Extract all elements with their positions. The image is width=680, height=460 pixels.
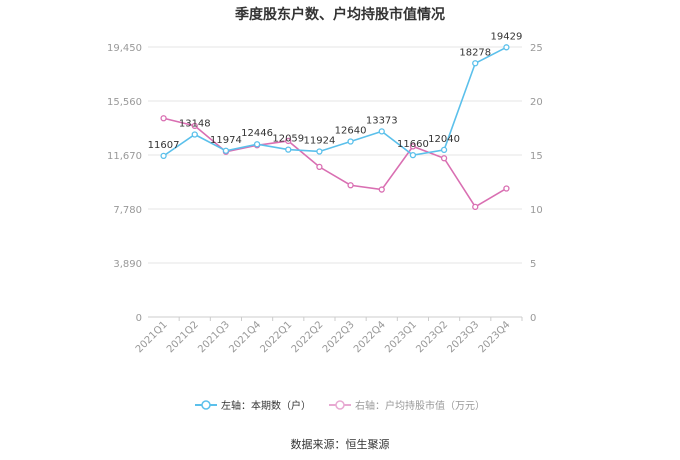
left-series-data-label: 12059 [272,134,304,145]
left-series-point [222,147,230,154]
left-axis-tick-label: 19,450 [107,43,142,54]
x-axis-tick-label: 2023Q2 [414,319,450,355]
right-series-point [347,182,354,189]
x-axis-tick-label: 2023Q3 [446,319,482,355]
legend-left-series-marker [195,399,217,410]
x-axis-tick-label: 2021Q3 [196,319,232,355]
left-axis-tick-label: 11,670 [107,151,142,162]
left-series-point [160,152,167,160]
left-series-point [472,60,479,67]
left-series-data-label: 12446 [241,128,273,139]
chart-title: 季度股东户数、户均持股市值情况 [235,7,445,23]
x-axis-tick-label: 2021Q2 [165,319,201,355]
right-series-point [378,186,385,193]
left-axis-tick-label: 0 [136,313,142,324]
left-series-point [503,44,510,51]
legend-right-series-marker [329,399,351,410]
left-series-line [163,46,507,157]
x-axis-tick-label: 2021Q1 [134,319,170,355]
left-series-point [285,146,292,153]
left-axis-tick-label: 3,890 [113,259,142,270]
x-axis-tick-label: 2022Q3 [321,319,357,355]
right-series-point [472,203,479,210]
legend-item-right-series[interactable]: 右轴：户均持股市值（万元） [329,397,485,412]
left-series-data-label: 19429 [491,31,523,42]
left-series-data-label: 11974 [210,135,242,146]
left-series-point [316,148,323,155]
left-series-point [253,141,261,148]
chart-legend: 左轴：本期数（户） 右轴：户均持股市值（万元） [0,397,680,412]
left-series-point [440,146,448,154]
left-axis-tick-label: 7,780 [113,205,142,216]
right-series-point [503,185,510,192]
left-series-data-label: 12040 [428,134,460,145]
right-axis-tick-label: 15 [530,151,543,162]
left-series-data-label: 11924 [304,135,336,146]
right-series-point [409,143,417,150]
left-series-data-label: 18278 [459,47,491,58]
left-series-point [191,131,198,138]
right-series-point [316,163,323,171]
legend-left-series-label: 左轴：本期数（户） [221,401,311,412]
left-series-data-label: 13148 [179,118,211,129]
x-axis-tick-label: 2022Q1 [259,319,295,355]
right-axis-tick-label: 10 [530,205,543,216]
left-series-point [378,128,385,135]
data-source-note: 数据来源：恒生聚源 [290,438,390,451]
x-axis-tick-label: 2023Q4 [477,319,513,355]
right-series-point [285,137,292,145]
right-axis-tick-label: 20 [530,97,543,108]
left-series-data-label: 11607 [148,140,180,151]
right-series-point [440,155,448,162]
legend-right-series-label: 右轴：户均持股市值（万元） [355,401,485,412]
left-series-data-label: 11660 [397,139,429,150]
x-axis-tick-label: 2023Q1 [383,319,419,355]
right-axis-tick-label: 0 [530,313,536,324]
left-series-data-label: 13373 [366,115,398,126]
right-axis-tick-label: 5 [530,259,536,270]
right-series-point [160,115,167,122]
left-series-point [409,151,417,159]
x-axis-tick-label: 2021Q4 [227,319,263,355]
legend-item-left-series[interactable]: 左轴：本期数（户） [195,397,311,412]
left-axis-tick-label: 15,560 [107,97,142,108]
left-series-point [347,138,354,145]
x-axis-tick-label: 2022Q2 [290,319,326,355]
right-series-point [191,122,198,129]
right-axis-tick-label: 25 [530,43,543,54]
left-series-data-label: 12640 [335,126,367,137]
x-axis-tick-label: 2022Q4 [352,319,388,355]
